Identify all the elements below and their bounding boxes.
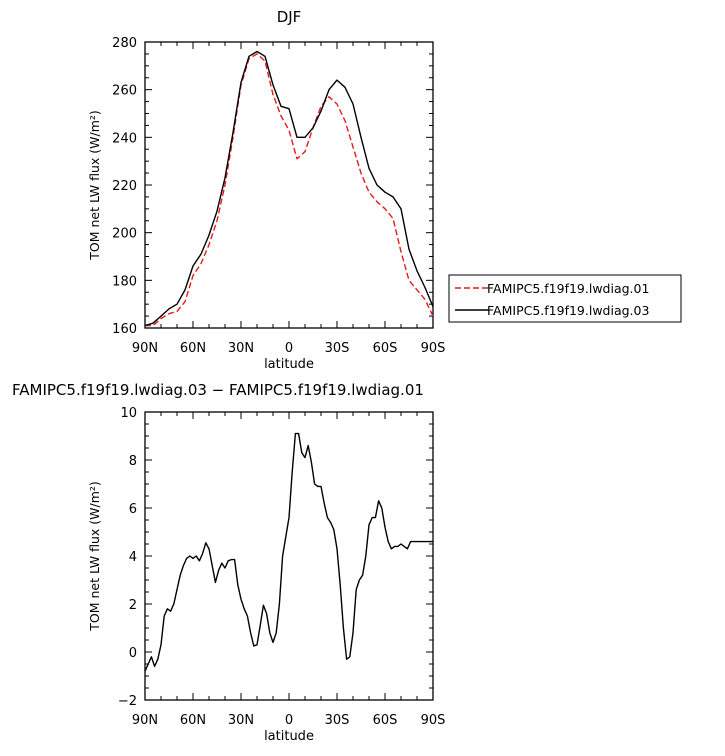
x-tick-label: 90S [421, 341, 446, 356]
x-tick-label: 0 [285, 713, 293, 728]
y-tick-label: 280 [112, 36, 137, 51]
x-tick-label: 30S [325, 713, 350, 728]
series-line-03 [144, 50, 434, 327]
chart-title: FAMIPC5.f19f19.lwdiag.03 − FAMIPC5.f19f1… [12, 381, 424, 399]
legend: FAMIPC5.f19f19.lwdiag.01 FAMIPC5.f19f19.l… [448, 274, 682, 323]
y-tick-label: 180 [112, 274, 137, 289]
x-tick-label: 60N [180, 713, 206, 728]
x-tick-label: 90N [132, 713, 158, 728]
chart-title: DJF [277, 8, 302, 26]
y-axis-label: TOM net LW flux (W/m²) [87, 481, 102, 632]
y-tick-label: 4 [129, 550, 137, 565]
x-tick-label: 60S [373, 341, 398, 356]
y-tick-label: −2 [118, 694, 137, 709]
plot-frame [144, 411, 434, 701]
y-tick-label: 0 [129, 646, 137, 661]
y-tick-label: 220 [112, 179, 137, 194]
chart-panel-2: 90N 60N 30N 0 30S 60S 90S −2 0 2 4 6 8 10 latitude TOM … [12, 381, 445, 744]
chart-panel-1: 90N 60N 30N 0 30S 60S 90S 160 180 200 220 240 260 280… [87, 8, 445, 372]
legend-label: FAMIPC5.f19f19.lwdiag.03 [487, 303, 649, 318]
y-tick-label: 200 [112, 227, 137, 242]
x-tick-label: 60N [180, 341, 206, 356]
y-tick-label: 240 [112, 131, 137, 146]
x-tick-label: 90N [132, 341, 158, 356]
y-axis-label: TOM net LW flux (W/m²) [87, 110, 102, 261]
legend-label: FAMIPC5.f19f19.lwdiag.01 [487, 281, 649, 296]
y-tick-label: 260 [112, 84, 137, 99]
x-tick-label: 30N [228, 341, 254, 356]
series-line-01 [145, 53, 434, 327]
x-tick-label: 60S [373, 713, 398, 728]
series-line-difference [144, 432, 433, 672]
x-tick-label: 30N [228, 713, 254, 728]
y-tick-label: 6 [129, 502, 137, 517]
x-axis-label: latitude [264, 357, 314, 372]
y-tick-label: 8 [129, 454, 137, 469]
x-tick-label: 0 [285, 341, 293, 356]
y-tick-label: 160 [112, 322, 137, 337]
y-tick-label: 10 [120, 406, 137, 421]
y-tick-label: 2 [129, 598, 137, 613]
x-tick-label: 90S [421, 713, 446, 728]
plot-frame [144, 41, 434, 329]
legend-box [448, 274, 682, 323]
x-axis-label: latitude [264, 729, 314, 744]
x-tick-label: 30S [325, 341, 350, 356]
